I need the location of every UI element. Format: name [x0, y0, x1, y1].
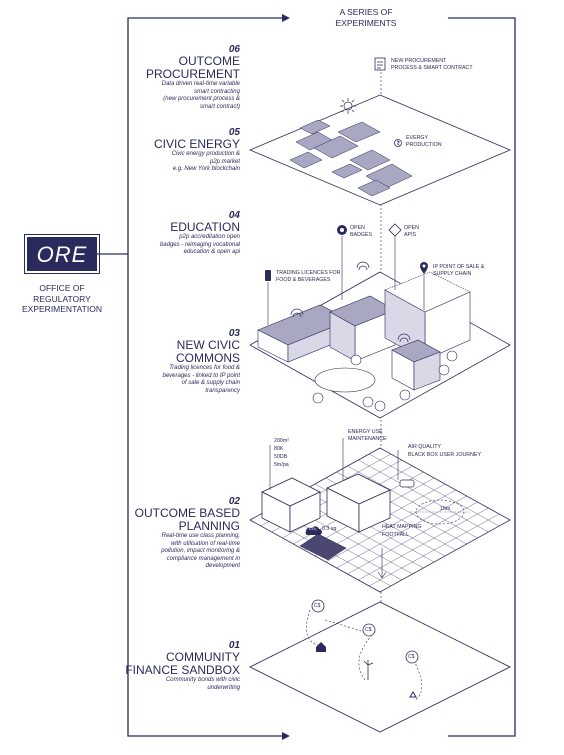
layer-number: 02 — [228, 496, 240, 507]
annotation-energy-use: ENERGY USE MAINTENANCE — [348, 429, 387, 442]
coin-icons — [311, 599, 419, 664]
shaded-plot — [299, 533, 347, 561]
frame-right-line — [448, 17, 516, 737]
badge-icon — [337, 225, 347, 235]
annotation-trading: TRADING LICENCES FOR FOOD & BEVERAGES — [276, 270, 341, 283]
tree — [446, 350, 458, 362]
house-icon — [316, 642, 326, 652]
stat-throughput: 5tn/pa — [274, 462, 289, 468]
distance-label: 15m — [440, 506, 451, 512]
layer-number: 06 — [228, 44, 240, 55]
ore-logo-text: ORE — [36, 242, 88, 267]
layer-04: 04 EDUCATION p2p accreditation open badg… — [120, 210, 240, 257]
ore-logo: ORE — [24, 234, 100, 274]
sqm-label: 0.3 sq — [322, 526, 337, 532]
frame-left-line — [127, 17, 286, 737]
cloud-icon — [305, 526, 322, 535]
layer-02: 02 OUTCOME BASED PLANNING Real-time use … — [120, 496, 240, 571]
layer-description: Real-time use class planning, with utili… — [161, 533, 240, 569]
layer-description: Civic energy production & p2p market e.g… — [171, 151, 240, 172]
layer-03: 03 NEW CIVIC COMMONS Trading licences fo… — [120, 328, 241, 395]
recycle-icon — [409, 691, 417, 698]
layer-title: OUTCOME BASED PLANNING — [134, 506, 240, 533]
grid-line — [369, 513, 500, 587]
signal-icons — [290, 261, 411, 343]
layer-number: 01 — [228, 640, 240, 651]
layer-description: Trading licences for food & beverages - … — [162, 365, 241, 394]
stat-noise: 50db — [274, 454, 288, 460]
bottle-icon — [265, 270, 271, 281]
layer-05: 05 CIVIC ENERGY Civic energy production … — [120, 127, 240, 174]
tree — [399, 389, 411, 401]
coin-label: C$ — [408, 654, 415, 660]
annotation-heat-mapping: HEAT MAPPING — [382, 524, 422, 530]
grid-line — [358, 507, 489, 581]
layer-description: Data driven real-time variable smart con… — [161, 81, 240, 110]
annotation-black-box: BLACK BOX USER JOURNEY — [408, 452, 481, 458]
windmill-icon — [363, 660, 374, 680]
planning-volumes — [261, 473, 391, 533]
annotation-open-badges: OPEN BADGES — [350, 225, 373, 238]
api-icon — [388, 223, 402, 237]
tree — [438, 364, 450, 376]
cloud-co2-label: CO₂ — [309, 526, 317, 531]
planning-connectors — [269, 438, 470, 579]
annotation-procurement: NEW PROCUREMENT PROCESS & SMART CONTRACT — [391, 58, 473, 71]
tree — [312, 392, 324, 404]
tree — [374, 400, 386, 412]
tree — [362, 396, 374, 408]
layer-title: EDUCATION — [170, 220, 240, 234]
coin-label: C$ — [314, 603, 321, 609]
office-name: OFFICE OF REGULATORY EXPERIMENTATION — [22, 283, 102, 314]
frame-bottom-arrow — [282, 732, 290, 740]
commons-buildings — [257, 271, 471, 393]
pin-connectors — [267, 236, 425, 325]
stat-price: 80k — [274, 446, 284, 452]
energy-icon — [394, 139, 402, 147]
coin-label: C$ — [365, 627, 372, 633]
annotation-energy: EVERGY PRODUCTION — [406, 135, 442, 148]
plane-finance — [249, 601, 511, 733]
layer-number: 04 — [228, 210, 240, 221]
layer-title: OUTCOME PROCUREMENT — [145, 54, 240, 81]
series-label: A SERIES OF EXPERIMENTS — [335, 7, 397, 28]
layer-number: 03 — [228, 328, 240, 339]
annotation-air-quality: AIR QUALITY — [408, 444, 441, 450]
tree — [350, 354, 362, 366]
layer-01: 01 COMMUNITY FINANCE SANDBOX Community b… — [120, 640, 240, 692]
solar-panels — [289, 119, 413, 197]
layer-title: CIVIC ENERGY — [153, 137, 240, 151]
ip-pin-icon — [420, 262, 428, 274]
layer-number: 05 — [228, 127, 240, 138]
stat-area: 200m² — [274, 438, 290, 444]
annotation-ip-point: IP POINT OF SALE & SUPPLY CHAIN — [433, 264, 485, 277]
layer-description: Community bonds with civic underwriting — [165, 677, 240, 691]
car-icon — [399, 479, 415, 488]
layer-title: COMMUNITY FINANCE SANDBOX — [125, 650, 240, 677]
layer-description: p2p accreditation open badges - reimagin… — [159, 234, 240, 255]
annotation-open-apis: OPEN APIS — [404, 225, 420, 238]
trees — [312, 350, 458, 412]
frame-top-arrow — [282, 14, 290, 22]
layer-06: 06 OUTCOME PROCUREMENT Data driven real-… — [120, 44, 240, 111]
grid-line — [369, 453, 500, 527]
sun-icon — [340, 98, 356, 114]
layer-title: NEW CIVIC COMMONS — [176, 338, 240, 365]
annotation-footfall: FOOTFALL — [382, 532, 410, 538]
contract-icon — [374, 57, 386, 71]
